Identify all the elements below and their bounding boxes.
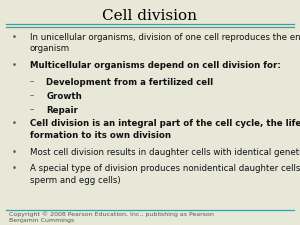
Text: Development from a fertilized cell: Development from a fertilized cell	[46, 78, 214, 87]
Text: Cell division: Cell division	[103, 9, 197, 23]
Text: •: •	[12, 33, 17, 42]
Text: In unicellular organisms, division of one cell reproduces the entire
organism: In unicellular organisms, division of on…	[30, 33, 300, 53]
Text: •: •	[12, 119, 17, 128]
Text: –: –	[30, 106, 34, 115]
Text: Multicellular organisms depend on cell division for:: Multicellular organisms depend on cell d…	[30, 61, 281, 70]
Text: •: •	[12, 61, 17, 70]
Text: Repair: Repair	[46, 106, 78, 115]
Text: Cell division is an integral part of the cell cycle, the life of a cell from
for: Cell division is an integral part of the…	[30, 119, 300, 140]
Text: Copyright © 2008 Pearson Education, Inc., publishing as Pearson
Benjamin Cumming: Copyright © 2008 Pearson Education, Inc.…	[9, 212, 214, 223]
Text: –: –	[30, 92, 34, 101]
Text: A special type of division produces nonidentical daughter cells (gametes, or
spe: A special type of division produces noni…	[30, 164, 300, 185]
Text: Growth: Growth	[46, 92, 82, 101]
Text: •: •	[12, 148, 17, 157]
Text: Most cell division results in daughter cells with identical genetic information,: Most cell division results in daughter c…	[30, 148, 300, 157]
Text: •: •	[12, 164, 17, 173]
Text: –: –	[30, 78, 34, 87]
